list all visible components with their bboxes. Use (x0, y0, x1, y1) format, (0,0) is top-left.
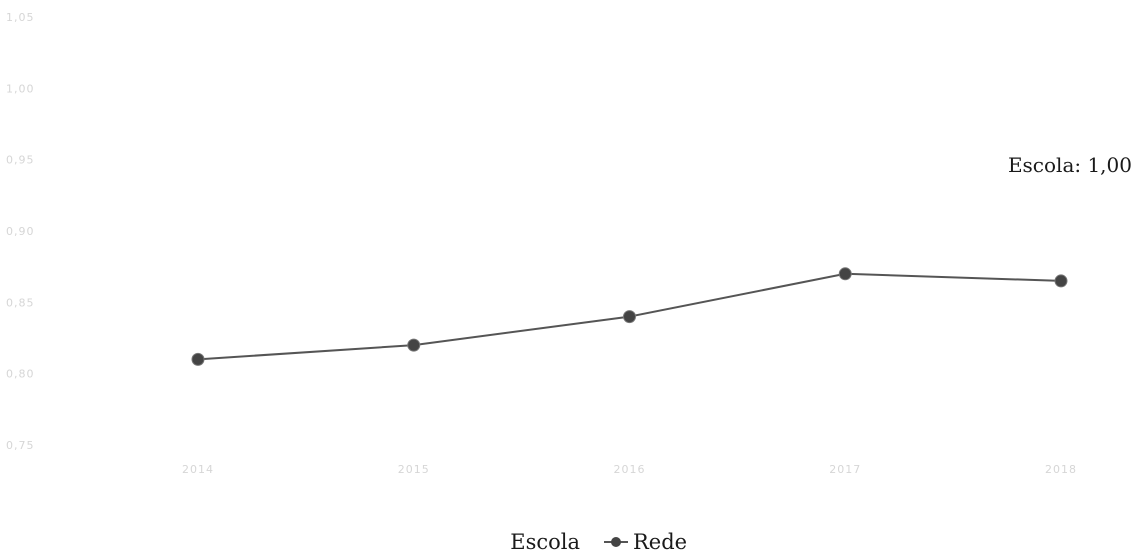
y-tick-label: 0,85 (6, 296, 35, 309)
rede-point[interactable] (623, 310, 636, 324)
y-tick-label: 1,00 (6, 82, 35, 95)
legend-marker-rede (604, 537, 628, 547)
rede-point[interactable] (191, 352, 205, 366)
series-rede (191, 267, 1068, 366)
y-tick-label: 0,75 (6, 439, 35, 452)
y-tick-label: 1,05 (6, 11, 35, 24)
y-tick-label: 0,80 (6, 368, 35, 381)
rede-point[interactable] (407, 338, 421, 352)
legend-label-rede[interactable]: Rede (633, 530, 687, 554)
y-tick-label: 0,95 (6, 154, 35, 167)
escola-annotation: Escola: 1,00 (1008, 153, 1132, 177)
x-tick-label: 2016 (614, 463, 646, 476)
x-tick-label: 2014 (182, 463, 214, 476)
legend-label-escola[interactable]: Escola (510, 530, 580, 554)
x-tick-label: 2015 (398, 463, 430, 476)
rede-point[interactable] (1054, 274, 1068, 288)
x-tick-label: 2017 (829, 463, 861, 476)
rede-point[interactable] (838, 267, 852, 281)
y-axis-ticks: 1,05 1,00 0,95 0,90 0,85 0,80 0,75 (6, 11, 35, 452)
y-tick-label: 0,90 (6, 225, 35, 238)
x-axis-ticks: 2014 2015 2016 2017 2018 (182, 463, 1077, 476)
x-tick-label: 2018 (1045, 463, 1077, 476)
legend: Escola Rede (510, 530, 687, 554)
